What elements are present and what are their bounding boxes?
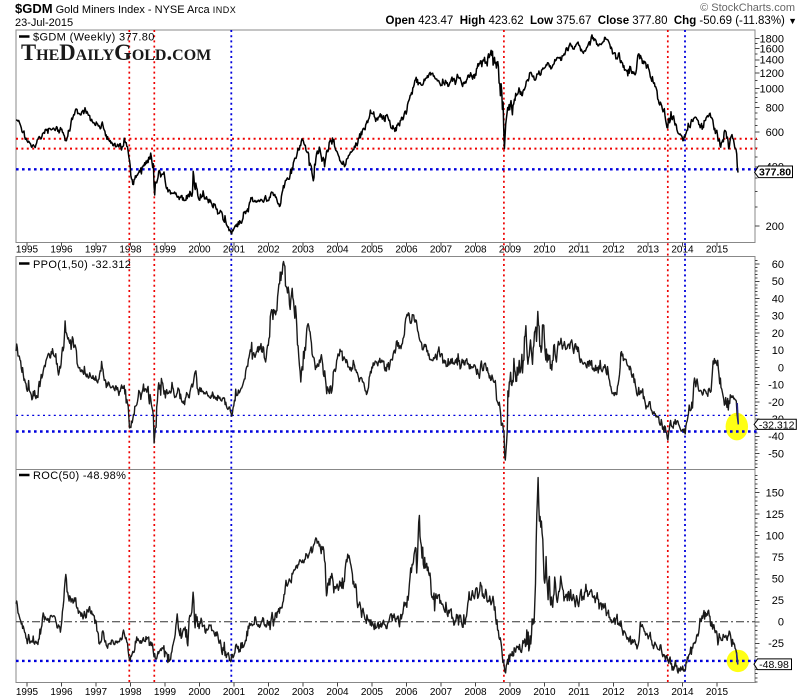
svg-text:2000: 2000 — [188, 687, 211, 698]
svg-text:1200: 1200 — [760, 68, 784, 80]
svg-text:1400: 1400 — [760, 55, 784, 67]
svg-text:-48.98: -48.98 — [759, 659, 789, 671]
svg-text:2014: 2014 — [671, 687, 694, 698]
svg-text:2006: 2006 — [395, 687, 418, 698]
svg-text:-25: -25 — [768, 638, 784, 650]
svg-text:2015: 2015 — [706, 687, 729, 698]
svg-text:2011: 2011 — [568, 245, 590, 256]
svg-text:2002: 2002 — [257, 687, 280, 698]
svg-text:125: 125 — [766, 509, 784, 521]
svg-text:600: 600 — [766, 127, 784, 139]
svg-text:200: 200 — [766, 221, 784, 233]
svg-text:1999: 1999 — [154, 245, 177, 256]
svg-text:1996: 1996 — [50, 687, 73, 698]
svg-text:0: 0 — [778, 617, 784, 629]
svg-text:2003: 2003 — [292, 245, 315, 256]
svg-text:800: 800 — [766, 103, 784, 115]
svg-text:0: 0 — [778, 362, 784, 374]
svg-text:1998: 1998 — [119, 687, 142, 698]
svg-text:1998: 1998 — [119, 245, 142, 256]
svg-text:2004: 2004 — [326, 245, 349, 256]
svg-text:1999: 1999 — [154, 687, 177, 698]
svg-text:-32.312: -32.312 — [759, 419, 795, 431]
svg-text:2015: 2015 — [706, 245, 729, 256]
svg-text:2014: 2014 — [671, 245, 694, 256]
svg-text:60: 60 — [772, 259, 784, 271]
svg-text:2006: 2006 — [395, 245, 418, 256]
svg-text:150: 150 — [766, 487, 784, 499]
svg-text:10: 10 — [772, 345, 784, 357]
svg-text:$GDM (Weekly) 377.80: $GDM (Weekly) 377.80 — [33, 32, 155, 44]
svg-text:ROC(50) -48.98%: ROC(50) -48.98% — [33, 470, 126, 482]
svg-text:2012: 2012 — [602, 245, 625, 256]
svg-text:2005: 2005 — [361, 687, 384, 698]
svg-text:1600: 1600 — [760, 43, 784, 55]
svg-text:1996: 1996 — [50, 245, 73, 256]
svg-text:1997: 1997 — [85, 687, 108, 698]
svg-text:1995: 1995 — [16, 687, 39, 698]
svg-text:100: 100 — [766, 531, 784, 543]
svg-text:2013: 2013 — [637, 245, 660, 256]
svg-text:-40: -40 — [768, 431, 784, 443]
svg-text:1000: 1000 — [760, 83, 784, 95]
svg-text:2007: 2007 — [430, 245, 453, 256]
svg-text:40: 40 — [772, 293, 784, 305]
svg-text:2013: 2013 — [637, 687, 660, 698]
svg-text:1997: 1997 — [85, 245, 108, 256]
svg-text:2000: 2000 — [188, 245, 211, 256]
svg-text:2001: 2001 — [223, 245, 246, 256]
svg-text:25: 25 — [772, 595, 784, 607]
svg-text:-50: -50 — [768, 448, 784, 460]
svg-text:377.80: 377.80 — [759, 167, 791, 179]
svg-text:PPO(1,50) -32.312: PPO(1,50) -32.312 — [33, 259, 131, 271]
svg-text:2011: 2011 — [568, 687, 590, 698]
svg-text:2012: 2012 — [602, 687, 625, 698]
svg-text:2007: 2007 — [430, 687, 453, 698]
svg-text:2010: 2010 — [533, 245, 556, 256]
svg-text:2009: 2009 — [499, 245, 522, 256]
svg-text:2003: 2003 — [292, 687, 315, 698]
svg-text:2002: 2002 — [257, 245, 280, 256]
svg-text:20: 20 — [772, 328, 784, 340]
svg-text:-10: -10 — [768, 380, 784, 392]
svg-text:2008: 2008 — [464, 245, 487, 256]
svg-text:2010: 2010 — [533, 687, 556, 698]
svg-text:2004: 2004 — [326, 687, 349, 698]
svg-text:2005: 2005 — [361, 245, 384, 256]
svg-text:75: 75 — [772, 552, 784, 564]
svg-text:2009: 2009 — [499, 687, 522, 698]
svg-text:2001: 2001 — [223, 687, 246, 698]
svg-text:50: 50 — [772, 276, 784, 288]
svg-text:1995: 1995 — [16, 245, 39, 256]
svg-text:2008: 2008 — [464, 687, 487, 698]
svg-text:30: 30 — [772, 311, 784, 323]
svg-text:TheDailyGold.com: TheDailyGold.com — [21, 40, 211, 65]
svg-text:-20: -20 — [768, 397, 784, 409]
svg-text:50: 50 — [772, 574, 784, 586]
svg-text:1800: 1800 — [760, 33, 784, 45]
